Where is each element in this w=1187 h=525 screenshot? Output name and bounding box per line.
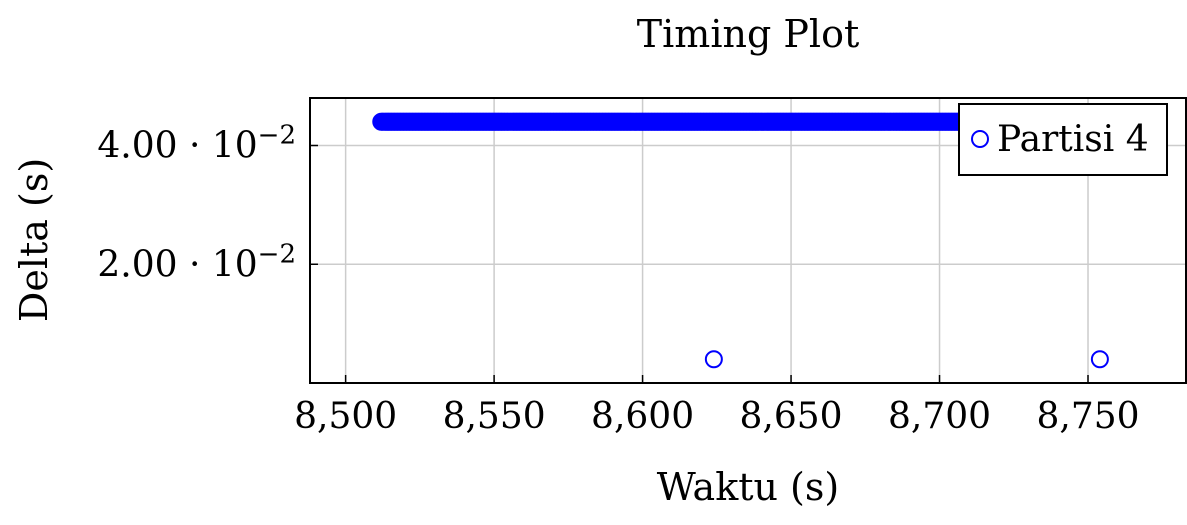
y-axis-label: Delta (s) <box>12 158 56 322</box>
y-axis-ticks: 2.00 · 10−2 4.00 · 10−2 <box>97 121 318 285</box>
x-tick-label: 8,500 <box>294 396 397 437</box>
scatter-series-partisi-4 <box>372 112 1109 369</box>
legend-marker-icon <box>971 130 989 148</box>
legend: Partisi 4 <box>958 103 1168 176</box>
data-point <box>1090 350 1109 369</box>
legend-label: Partisi 4 <box>997 119 1149 160</box>
legend-box <box>958 103 1168 176</box>
chart-title: Timing Plot <box>637 12 859 56</box>
x-tick-label: 8,650 <box>740 396 843 437</box>
x-axis-label: Waktu (s) <box>657 465 839 509</box>
x-tick-label: 8,550 <box>443 396 546 437</box>
data-point <box>704 350 723 369</box>
y-tick-label: 4.00 · 10−2 <box>97 121 296 167</box>
x-tick-label: 8,700 <box>888 396 991 437</box>
y-tick-label: 2.00 · 10−2 <box>97 239 296 285</box>
x-axis-ticks: 8,500 8,550 8,600 8,650 8,700 8,750 <box>294 375 1140 437</box>
x-tick-label: 8,600 <box>591 396 694 437</box>
plot-frame <box>309 97 1187 384</box>
x-tick-label: 8,750 <box>1036 396 1139 437</box>
